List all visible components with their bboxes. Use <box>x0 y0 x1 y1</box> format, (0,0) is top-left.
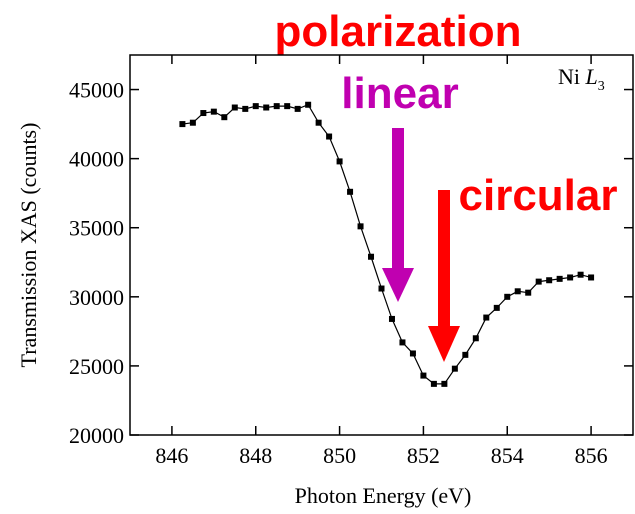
x-tick-label: 854 <box>491 443 524 468</box>
point <box>388 315 395 322</box>
point <box>441 380 448 387</box>
x-tick-label: 846 <box>155 443 188 468</box>
point <box>273 103 280 110</box>
line <box>182 103 592 385</box>
y-tick-label: 40000 <box>69 147 124 172</box>
point <box>179 121 186 128</box>
point <box>483 314 490 321</box>
y-tick-label: 25000 <box>69 354 124 379</box>
point <box>567 274 574 281</box>
x-axis-label: Photon Energy (eV) <box>295 483 472 508</box>
point <box>368 253 375 260</box>
y-tick-label: 30000 <box>69 285 124 310</box>
point <box>231 104 238 111</box>
point <box>357 223 364 230</box>
y-tick-label: 20000 <box>69 423 124 448</box>
point <box>284 103 291 110</box>
x-tick-label: 848 <box>239 443 272 468</box>
point <box>200 110 207 117</box>
point <box>189 119 196 126</box>
point <box>210 108 217 115</box>
element: Ni <box>558 64 580 89</box>
edge-sub: 3 <box>598 79 605 94</box>
point <box>514 288 521 295</box>
point <box>430 380 437 387</box>
y-axis-label: Transmission XAS (counts) <box>16 123 41 368</box>
point <box>221 114 228 121</box>
title: polarization <box>275 7 522 56</box>
point <box>451 365 458 372</box>
point <box>378 285 385 292</box>
point <box>577 271 584 278</box>
x-tick-label: 852 <box>407 443 440 468</box>
point <box>315 119 322 126</box>
point <box>252 103 259 110</box>
edge: L <box>585 64 598 89</box>
point <box>399 339 406 346</box>
point <box>326 133 333 140</box>
inset-label: Ni L3 <box>558 64 605 94</box>
point <box>336 158 343 165</box>
point <box>472 335 479 342</box>
linear-arrow-head <box>382 268 414 302</box>
point <box>263 104 270 111</box>
y-tick-label: 35000 <box>69 216 124 241</box>
point <box>546 277 553 284</box>
point <box>294 105 301 112</box>
circular-arrow-head <box>428 326 460 362</box>
point <box>242 105 249 112</box>
point <box>504 293 511 300</box>
linear-label: linear <box>341 69 458 118</box>
point <box>305 101 312 108</box>
point <box>556 275 563 282</box>
plot-frame <box>129 54 634 436</box>
x-tick-label: 850 <box>323 443 356 468</box>
point <box>535 278 542 285</box>
circular-label: circular <box>459 171 618 220</box>
point <box>347 188 354 195</box>
point <box>588 274 595 281</box>
point <box>420 372 427 379</box>
point <box>409 350 416 357</box>
y-tick-label: 45000 <box>69 78 124 103</box>
point <box>493 304 500 311</box>
point <box>462 351 469 358</box>
point <box>525 289 532 296</box>
x-tick-label: 856 <box>575 443 608 468</box>
